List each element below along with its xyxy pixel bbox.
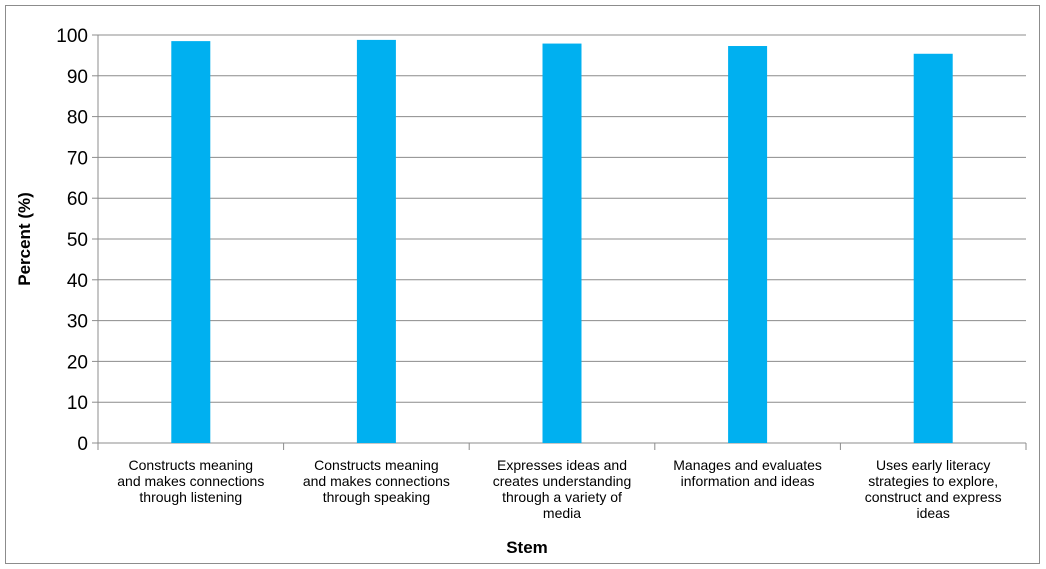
x-category-label-line: Expresses ideas and (497, 457, 627, 473)
x-category-label-line: information and ideas (681, 473, 815, 489)
y-tick-label: 50 (67, 230, 88, 251)
y-tick-label: 0 (77, 434, 88, 455)
y-tick-label: 20 (67, 352, 88, 373)
x-category-label: Constructs meaning and makes connections t… (303, 457, 450, 505)
y-tick-label: 60 (67, 189, 88, 210)
y-tick-label: 10 (67, 393, 88, 414)
x-category-label-line: Uses early literacy (876, 457, 990, 473)
x-category-label-line: Constructs meaning (129, 457, 254, 473)
bar (913, 53, 953, 443)
x-category-label: Uses early literacy strategies to explore… (865, 457, 1002, 521)
x-axis-title: Stem (506, 538, 548, 557)
x-category-label-line: strategies to explore, (868, 473, 998, 489)
y-axis-title: Percent (%) (15, 192, 34, 286)
bar (542, 43, 582, 444)
bar (171, 41, 211, 444)
y-tick-label: 80 (67, 108, 88, 129)
bar (356, 39, 396, 444)
y-tick-label: 40 (67, 271, 88, 292)
x-category-label: Manages and evaluates information and ide… (673, 457, 822, 489)
x-category-label: Expresses ideas and creates understanding… (493, 457, 632, 521)
x-category-label-line: and makes connections (303, 473, 450, 489)
x-category-label-line: media (543, 505, 581, 521)
bars (171, 39, 953, 444)
x-category-label-line: Manages and evaluates (673, 457, 822, 473)
x-category-label-line: construct and express (865, 489, 1002, 505)
x-category-label-line: Constructs meaning (314, 457, 439, 473)
x-category-label-line: through listening (139, 489, 242, 505)
x-category-label-line: creates understanding (493, 473, 632, 489)
bar (728, 46, 768, 444)
y-tick-label: 100 (56, 26, 88, 47)
x-category-label-line: and makes connections (117, 473, 264, 489)
x-category-label: Constructs meaning and makes connections t… (117, 457, 264, 505)
x-category-label-line: through speaking (323, 489, 430, 505)
x-category-label-line: ideas (916, 505, 949, 521)
y-tick-labels: 0 10 20 30 40 50 60 70 80 90 100 (56, 26, 88, 455)
y-tick-label: 70 (67, 148, 88, 169)
y-tick-label: 30 (67, 312, 88, 333)
x-category-label-line: through a variety of (502, 489, 622, 505)
y-tick-label: 90 (67, 67, 88, 88)
x-category-labels: Constructs meaning and makes connections t… (117, 457, 1001, 521)
